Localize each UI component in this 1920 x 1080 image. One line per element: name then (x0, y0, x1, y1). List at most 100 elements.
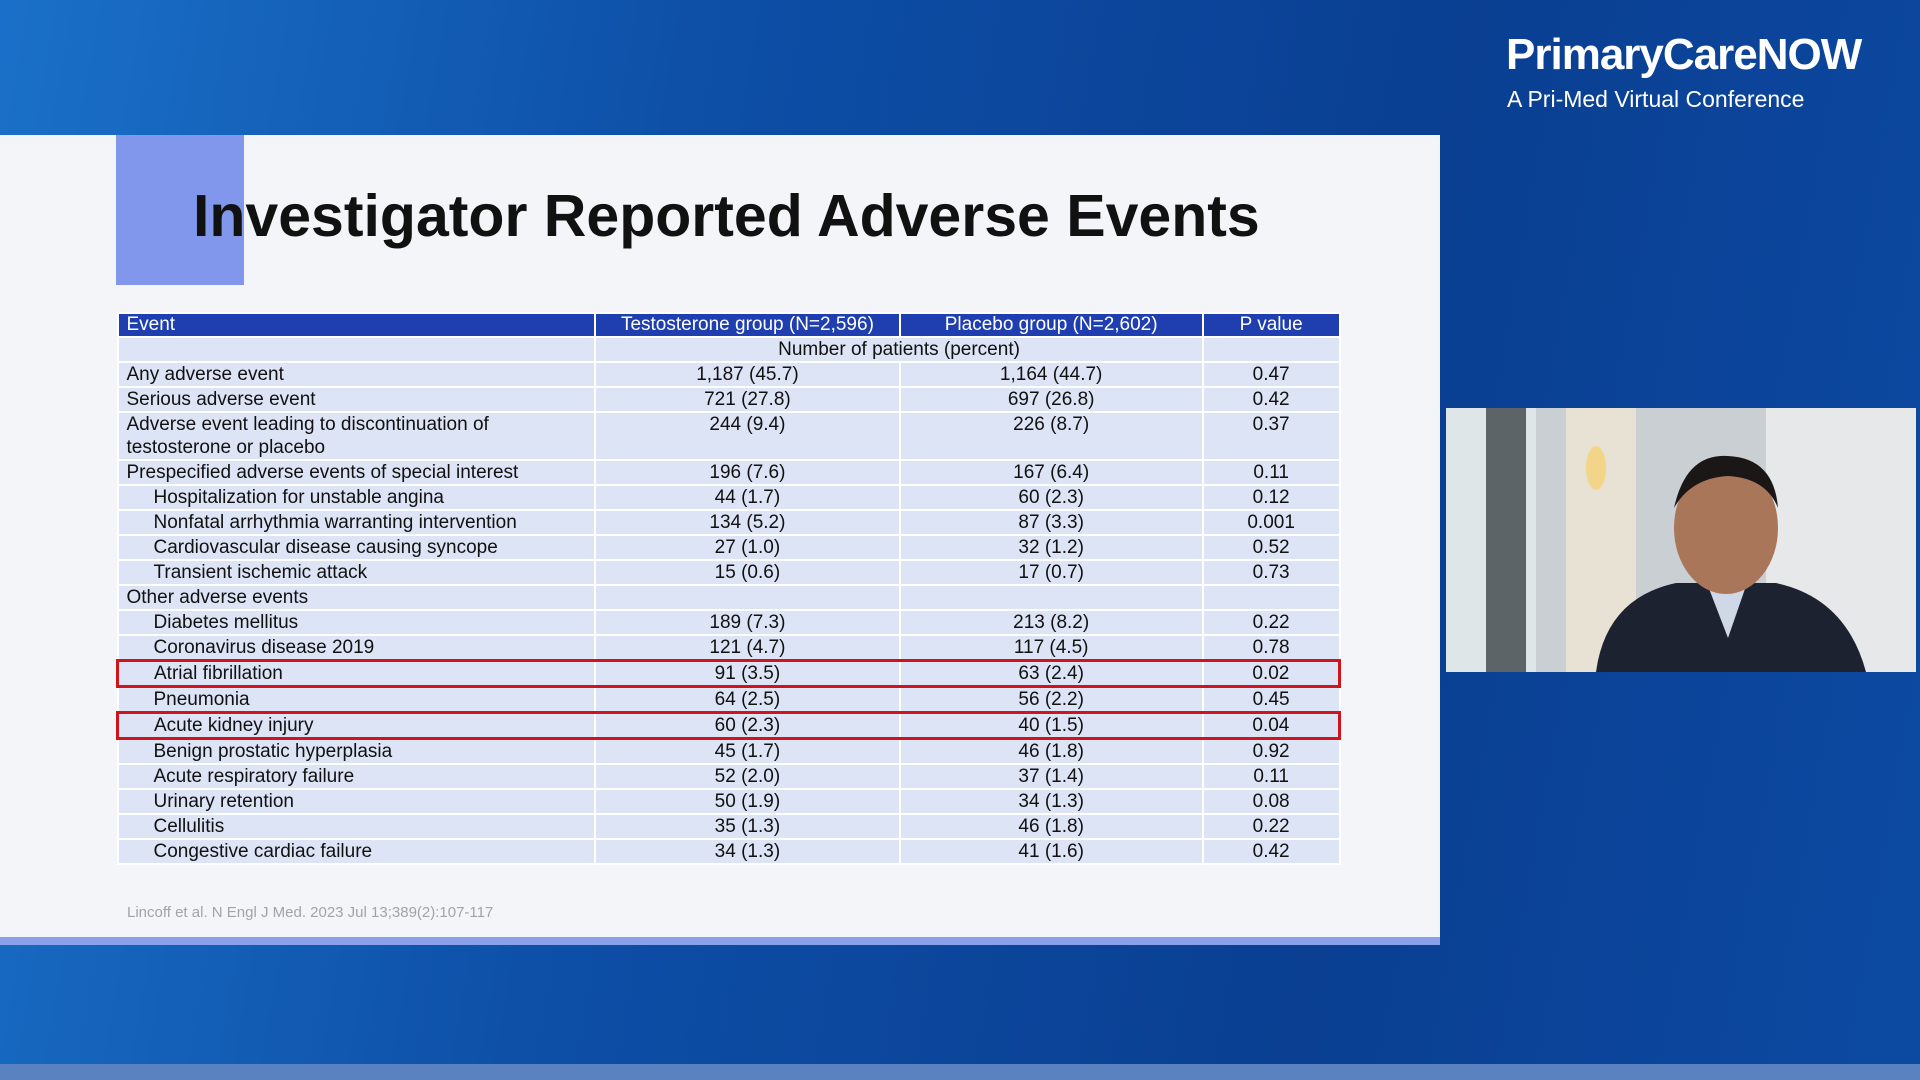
cell: 0.11 (1201, 763, 1341, 790)
cell: 34 (1.3) (594, 838, 901, 865)
cell (898, 584, 1204, 611)
cell: 0.42 (1201, 838, 1341, 865)
cell: 0.92 (1201, 737, 1341, 765)
cell: 64 (2.5) (594, 685, 901, 714)
header-cell: Testosterone group (N=2,596) (594, 312, 901, 338)
cell: 0.08 (1201, 788, 1341, 815)
table-row: Benign prostatic hyperplasia 45 (1.7) 46 (… (116, 737, 1341, 765)
cell: 46 (1.8) (898, 813, 1204, 840)
cell: Prespecified adverse events of special i… (116, 459, 597, 486)
accent (116, 135, 244, 285)
cell: Pneumonia (116, 685, 597, 714)
cell: 56 (2.2) (898, 685, 1204, 714)
cell: 0.001 (1201, 509, 1341, 536)
cell: 50 (1.9) (594, 788, 901, 815)
cell: Atrial fibrillation (116, 659, 597, 688)
cell: Transient ischemic attack (116, 559, 597, 586)
cell: Serious adverse event (116, 386, 597, 413)
cell: 1,164 (44.7) (898, 361, 1204, 388)
table-row: Other adverse events (116, 584, 1341, 611)
cell: 0.37 (1201, 411, 1341, 461)
cell: Hospitalization for unstable angina (116, 484, 597, 511)
table-row: Atrial fibrillation 91 (3.5) 63 (2.4) 0.02 (116, 659, 1341, 688)
table-row: Acute kidney injury 60 (2.3) 40 (1.5) 0.04 (116, 711, 1341, 740)
brand-tagline: A Pri-Med Virtual Conference (1507, 86, 1805, 112)
note-row: Number of patients (percent) (116, 336, 1341, 363)
cell: 134 (5.2) (594, 509, 901, 536)
cell: 27 (1.0) (594, 534, 901, 561)
cell: Congestive cardiac failure (116, 838, 597, 865)
cell: Acute respiratory failure (116, 763, 597, 790)
cell: Other adverse events (116, 584, 597, 611)
cell: 17 (0.7) (898, 559, 1204, 586)
cell: 196 (7.6) (594, 459, 901, 486)
cell: 0.12 (1201, 484, 1341, 511)
cell: 0.45 (1201, 685, 1341, 714)
cell: 0.73 (1201, 559, 1341, 586)
cell: 117 (4.5) (898, 634, 1204, 662)
cell: 721 (27.8) (594, 386, 901, 413)
cell: 244 (9.4) (594, 411, 901, 461)
cell: 0.02 (1201, 659, 1341, 688)
cell: 167 (6.4) (898, 459, 1204, 486)
cell: 0.42 (1201, 386, 1341, 413)
cell: Adverse event leading to discontinuation… (116, 411, 597, 461)
cell: Acute kidney injury (116, 711, 597, 740)
cell: 32 (1.2) (898, 534, 1204, 561)
cell: 60 (2.3) (898, 484, 1204, 511)
table-row: Congestive cardiac failure 34 (1.3) 41 (1.… (116, 838, 1341, 865)
cell: 0.78 (1201, 634, 1341, 662)
cell: 697 (26.8) (898, 386, 1204, 413)
cell: Coronavirus disease 2019 (116, 634, 597, 662)
table-row: Diabetes mellitus 189 (7.3) 213 (8.2) 0.22 (116, 609, 1341, 636)
cell: 0.22 (1201, 609, 1341, 636)
cell: 60 (2.3) (594, 711, 901, 740)
table-row: Cardiovascular disease causing syncope 27… (116, 534, 1341, 561)
table: Event Testosterone group (N=2,596) Placebo… (116, 312, 1341, 865)
cell: 34 (1.3) (898, 788, 1204, 815)
table-row: Coronavirus disease 2019 121 (4.7) 117 (4.… (116, 634, 1341, 662)
cell (116, 336, 597, 363)
table-row: Urinary retention 50 (1.9) 34 (1.3) 0.08 (116, 788, 1341, 815)
cell: 45 (1.7) (594, 737, 901, 765)
cell: 0.52 (1201, 534, 1341, 561)
cell (1201, 584, 1341, 611)
webcam (1446, 408, 1916, 672)
cell: 35 (1.3) (594, 813, 901, 840)
header-cell: Event (116, 312, 597, 338)
cell: 40 (1.5) (898, 711, 1204, 740)
table-row: Transient ischemic attack 15 (0.6) 17 (0.7… (116, 559, 1341, 586)
progress-bar (0, 1064, 1920, 1080)
cell: 15 (0.6) (594, 559, 901, 586)
table-row: Cellulitis 35 (1.3) 46 (1.8) 0.22 (116, 813, 1341, 840)
table-row: Serious adverse event 721 (27.8) 697 (26.8… (116, 386, 1341, 413)
table-row: Acute respiratory failure 52 (2.0) 37 (1.4… (116, 763, 1341, 790)
cell: Urinary retention (116, 788, 597, 815)
table-row: Hospitalization for unstable angina 44 (1… (116, 484, 1341, 511)
cell (1201, 336, 1341, 363)
cell: 44 (1.7) (594, 484, 901, 511)
header-cell: P value (1201, 312, 1341, 338)
table-row: Prespecified adverse events of special i… (116, 459, 1341, 486)
note-cell: Number of patients (percent) (594, 336, 1204, 363)
header-cell: Placebo group (N=2,602) (898, 312, 1204, 338)
cell: 189 (7.3) (594, 609, 901, 636)
cell: 0.04 (1201, 711, 1341, 740)
cell: Diabetes mellitus (116, 609, 597, 636)
cell: 213 (8.2) (898, 609, 1204, 636)
table-row: Nonfatal arrhythmia warranting intervent… (116, 509, 1341, 536)
cell: 52 (2.0) (594, 763, 901, 790)
cell: 121 (4.7) (594, 634, 901, 662)
slide-title: Investigator Reported Adverse Events (193, 183, 1260, 249)
header-row: Event Testosterone group (N=2,596) Placebo… (116, 312, 1341, 338)
brand-name: PrimaryCareNOW (1506, 30, 1862, 79)
cell: 0.22 (1201, 813, 1341, 840)
cell: Nonfatal arrhythmia warranting intervent… (116, 509, 597, 536)
cell: 46 (1.8) (898, 737, 1204, 765)
table-row: Adverse event leading to discontinuation… (116, 411, 1341, 461)
cell: 0.47 (1201, 361, 1341, 388)
cell: 87 (3.3) (898, 509, 1204, 536)
cell: Any adverse event (116, 361, 597, 388)
cell: 63 (2.4) (898, 659, 1204, 688)
slide-bar (0, 937, 1440, 945)
